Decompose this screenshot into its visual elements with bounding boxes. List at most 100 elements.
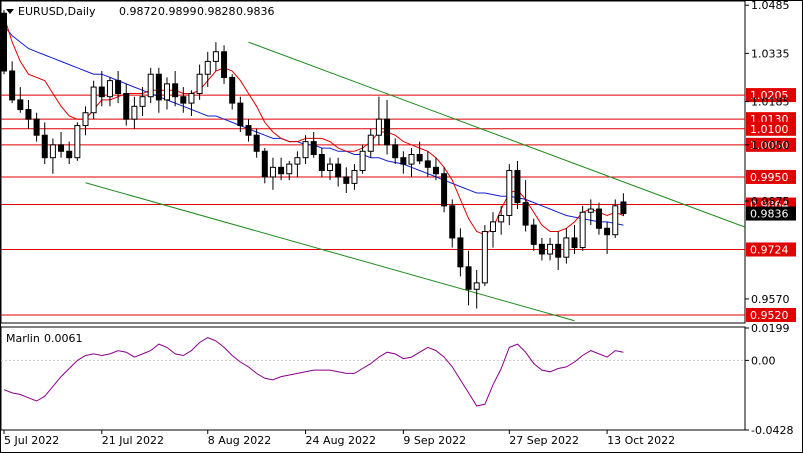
oscillator-tick-label: -0.0428: [751, 424, 793, 437]
candle-body: [465, 266, 472, 290]
close-value: 0.9836: [236, 5, 275, 18]
candle-body: [115, 80, 122, 94]
candle: [294, 151, 301, 177]
candle-body: [514, 170, 521, 204]
price-tick-label: 1.0485: [751, 0, 790, 12]
candle-body: [147, 73, 154, 98]
oscillator-value: 0.0061: [44, 332, 83, 345]
candle-body: [9, 70, 16, 101]
candle: [106, 77, 113, 107]
candle: [441, 167, 448, 213]
date-tick-label: 21 Jul 2022: [102, 434, 164, 447]
candle-body: [269, 166, 276, 178]
candle: [449, 199, 456, 248]
symbol-label: EURUSD,Daily: [18, 5, 96, 18]
candle-body: [335, 163, 342, 178]
candle-body: [392, 144, 399, 159]
candle-body: [196, 73, 203, 94]
marlin-oscillator: [1, 337, 745, 407]
candle: [400, 151, 407, 174]
candle-body: [245, 125, 252, 136]
oscillator-line: [3, 337, 624, 407]
level-label: 0.9520: [750, 309, 789, 322]
candle-body: [555, 243, 562, 258]
candle: [98, 71, 105, 107]
candle: [9, 61, 16, 104]
candle: [547, 237, 554, 261]
candle-body: [587, 208, 594, 213]
candle: [204, 51, 211, 88]
candle-body: [221, 51, 228, 78]
price-tick-label: 0.9570: [751, 293, 790, 306]
date-tick-label: 24 Aug 2022: [306, 434, 376, 447]
candle: [359, 144, 366, 174]
candle-body: [457, 237, 464, 268]
candle-body: [302, 141, 309, 159]
candle-body: [155, 73, 162, 101]
price-tick-label: 1.0335: [751, 47, 790, 60]
candle: [514, 160, 521, 210]
candle-body: [172, 83, 179, 98]
candle-body: [123, 92, 130, 120]
candle: [522, 180, 529, 232]
candle-body: [229, 76, 236, 104]
candle-body: [286, 163, 293, 175]
level-label-bg: [746, 88, 796, 103]
candle: [286, 160, 293, 181]
candle-body: [449, 205, 456, 239]
level-label: 0.9950: [750, 171, 789, 184]
candle-body: [367, 134, 374, 152]
candle-body: [74, 125, 81, 159]
candle-body: [547, 243, 554, 255]
current-price-label: 0.9836: [750, 208, 789, 221]
level-label: 1.0205: [750, 89, 789, 102]
candle: [473, 270, 480, 309]
candle-body: [490, 221, 496, 233]
candle-body: [343, 176, 350, 184]
price-axis: 1.0485 1.0335 1.0185 1.0050 0.9875 0.9570 0.98…: [745, 0, 796, 437]
price-tick-label: 0.9875: [751, 195, 790, 208]
candle-body: [498, 214, 505, 223]
level-label-bg: [746, 169, 796, 184]
price-tick-label: 1.0185: [751, 96, 790, 109]
date-tick-label: 9 Sep 2022: [403, 434, 466, 447]
candle-body: [424, 160, 431, 168]
candle-body: [359, 150, 366, 172]
candle: [82, 106, 89, 136]
low-value: 0.9828: [197, 5, 236, 18]
candle-body: [481, 231, 488, 284]
candle: [278, 157, 285, 181]
candle: [620, 193, 627, 217]
candle: [131, 96, 138, 129]
high-value: 0.9899: [158, 5, 197, 18]
candle-body: [506, 170, 513, 216]
candle-body: [25, 109, 32, 120]
candle-body: [595, 208, 602, 229]
candle: [424, 151, 431, 177]
candle: [506, 164, 513, 226]
candle-body: [538, 243, 545, 255]
candle: [302, 135, 309, 165]
candle: [335, 157, 342, 187]
candle: [367, 128, 374, 158]
candle-body: [473, 282, 480, 290]
date-tick-label: 13 Oct 2022: [607, 434, 675, 447]
symbol-dropdown-icon[interactable]: [6, 9, 14, 14]
level-label: 0.9724: [750, 243, 789, 256]
horizontal-levels: 1.02051.01301.01001.00500.99500.98640.97…: [1, 88, 796, 322]
candle-body: [327, 163, 333, 172]
candle: [172, 71, 179, 107]
candle-body: [351, 170, 358, 184]
candle-body: [400, 157, 407, 165]
date-tick-label: 8 Aug 2022: [208, 434, 271, 447]
channel-upper-line: [248, 41, 746, 228]
candle-body: [522, 202, 529, 226]
candle: [164, 77, 170, 110]
candle-body: [33, 118, 40, 136]
candle-body: [98, 86, 105, 98]
candle: [229, 74, 236, 110]
candle: [147, 67, 154, 104]
candle-body: [416, 153, 423, 162]
candle-body: [278, 166, 285, 175]
